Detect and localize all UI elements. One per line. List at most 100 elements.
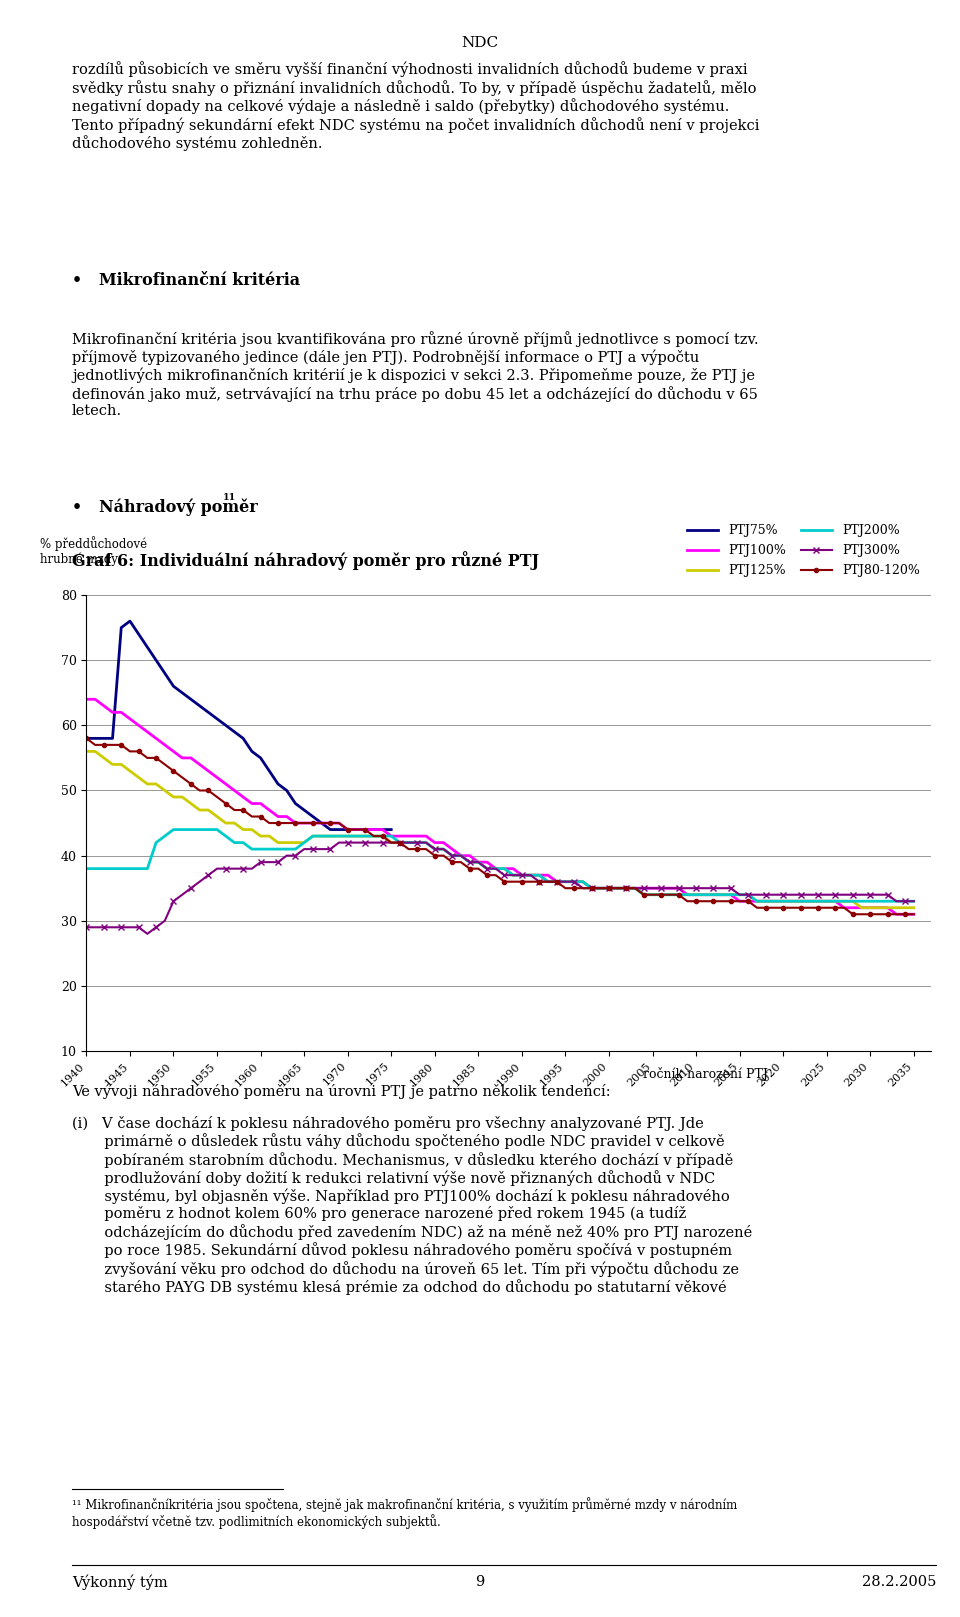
PTJ100% (438, 833, 449, 852)
PTJ100% (194, 755, 205, 775)
PTJ80-120% (194, 781, 205, 800)
PTJ125% (438, 839, 449, 859)
Line: PTJ80-120%: PTJ80-120% (84, 736, 916, 917)
Legend: PTJ75%, PTJ100%, PTJ125%, PTJ200%, PTJ300%, PTJ80-120%: PTJ75%, PTJ100%, PTJ125%, PTJ200%, PTJ30… (682, 519, 924, 582)
PTJ75% (211, 710, 223, 729)
PTJ125% (81, 742, 92, 762)
Line: PTJ75%: PTJ75% (86, 621, 392, 830)
PTJ125% (525, 865, 537, 884)
PTJ125% (194, 800, 205, 820)
PTJ75% (142, 637, 154, 657)
PTJ100% (316, 813, 327, 833)
PTJ300% (908, 891, 920, 910)
Text: rozdílů působicích ve směru vyšší finanční výhodnosti invalidních důchodů budeme: rozdílů působicích ve směru vyšší finanč… (72, 61, 759, 150)
Line: PTJ125%: PTJ125% (86, 752, 914, 907)
PTJ80-120% (316, 813, 327, 833)
PTJ75% (290, 794, 301, 813)
PTJ80-120% (847, 904, 858, 923)
PTJ80-120% (525, 872, 537, 891)
PTJ200% (855, 891, 867, 910)
Text: % předdůchodové
hrubné mzdy: % předdůchodové hrubné mzdy (40, 535, 147, 566)
PTJ125% (855, 897, 867, 917)
Text: Mikrofinanční kritéria jsou kvantifikována pro různé úrovně příjmů jednotlivce s: Mikrofinanční kritéria jsou kvantifiková… (72, 331, 758, 419)
PTJ200% (81, 859, 92, 878)
Text: Graf 6: Individuální náhradový poměr pro různé PTJ: Graf 6: Individuální náhradový poměr pro… (72, 551, 540, 571)
PTJ300% (516, 865, 528, 884)
PTJ75% (115, 618, 127, 637)
PTJ300% (542, 872, 554, 891)
PTJ75% (237, 729, 249, 749)
PTJ75% (342, 820, 353, 839)
PTJ300% (324, 839, 336, 859)
PTJ300% (855, 884, 867, 904)
PTJ75% (376, 820, 388, 839)
Text: 28.2.2005: 28.2.2005 (862, 1575, 936, 1590)
Text: •   Náhradový poměr: • Náhradový poměr (72, 498, 257, 516)
PTJ75% (273, 775, 284, 794)
PTJ300% (455, 846, 467, 865)
PTJ300% (333, 833, 345, 852)
PTJ75% (281, 781, 293, 800)
Text: •   Mikrofinanční kritéria: • Mikrofinanční kritéria (72, 272, 300, 289)
PTJ125% (498, 859, 510, 878)
PTJ75% (151, 650, 162, 669)
PTJ75% (89, 729, 101, 749)
PTJ80-120% (908, 904, 920, 923)
Text: ¹¹ Mikrofinančníkritéria jsou spočtena, stejně jak makrofinanční kritéria, s vyu: ¹¹ Mikrofinančníkritéria jsou spočtena, … (72, 1497, 737, 1530)
PTJ75% (254, 749, 266, 768)
PTJ75% (228, 723, 240, 742)
PTJ75% (177, 682, 188, 702)
Line: PTJ200%: PTJ200% (86, 830, 914, 901)
PTJ75% (81, 729, 92, 749)
PTJ75% (307, 807, 319, 826)
PTJ75% (159, 663, 171, 682)
PTJ100% (838, 897, 850, 917)
PTJ80-120% (438, 846, 449, 865)
Line: PTJ100%: PTJ100% (86, 699, 914, 914)
Line: PTJ300%: PTJ300% (84, 839, 917, 936)
PTJ75% (220, 716, 231, 736)
PTJ200% (324, 826, 336, 846)
PTJ200% (752, 891, 763, 910)
Text: NDC: NDC (462, 36, 498, 50)
PTJ75% (107, 729, 118, 749)
PTJ125% (316, 826, 327, 846)
PTJ75% (168, 676, 180, 695)
PTJ75% (203, 703, 214, 723)
PTJ75% (299, 800, 310, 820)
PTJ75% (324, 820, 336, 839)
Text: 11: 11 (223, 493, 236, 503)
PTJ75% (132, 624, 144, 644)
PTJ200% (908, 891, 920, 910)
Text: ročník narození PTJ: ročník narození PTJ (643, 1067, 768, 1082)
PTJ75% (359, 820, 371, 839)
PTJ125% (908, 897, 920, 917)
Text: Výkonný tým: Výkonný tým (72, 1575, 168, 1591)
PTJ80-120% (81, 729, 92, 749)
PTJ300% (203, 865, 214, 884)
PTJ300% (81, 917, 92, 936)
PTJ125% (838, 891, 850, 910)
PTJ75% (185, 689, 197, 708)
PTJ100% (81, 689, 92, 708)
PTJ200% (508, 865, 519, 884)
PTJ100% (498, 859, 510, 878)
PTJ75% (194, 695, 205, 715)
PTJ80-120% (838, 897, 850, 917)
Text: Ve vývoji náhradového poměru na úrovni PTJ je patrno několik tendencí:: Ve vývoji náhradového poměru na úrovni P… (72, 1083, 611, 1100)
PTJ75% (316, 813, 327, 833)
PTJ100% (908, 904, 920, 923)
PTJ75% (333, 820, 345, 839)
PTJ200% (203, 820, 214, 839)
PTJ75% (124, 611, 135, 631)
PTJ75% (368, 820, 379, 839)
PTJ200% (446, 846, 458, 865)
PTJ100% (525, 865, 537, 884)
PTJ100% (891, 904, 902, 923)
PTJ75% (246, 742, 257, 762)
PTJ75% (264, 762, 276, 781)
Text: 9: 9 (475, 1575, 485, 1590)
Text: (i)   V čase dochází k poklesu náhradového poměru pro všechny analyzované PTJ. J: (i) V čase dochází k poklesu náhradového… (72, 1116, 753, 1295)
PTJ200% (168, 820, 180, 839)
PTJ200% (534, 865, 545, 884)
